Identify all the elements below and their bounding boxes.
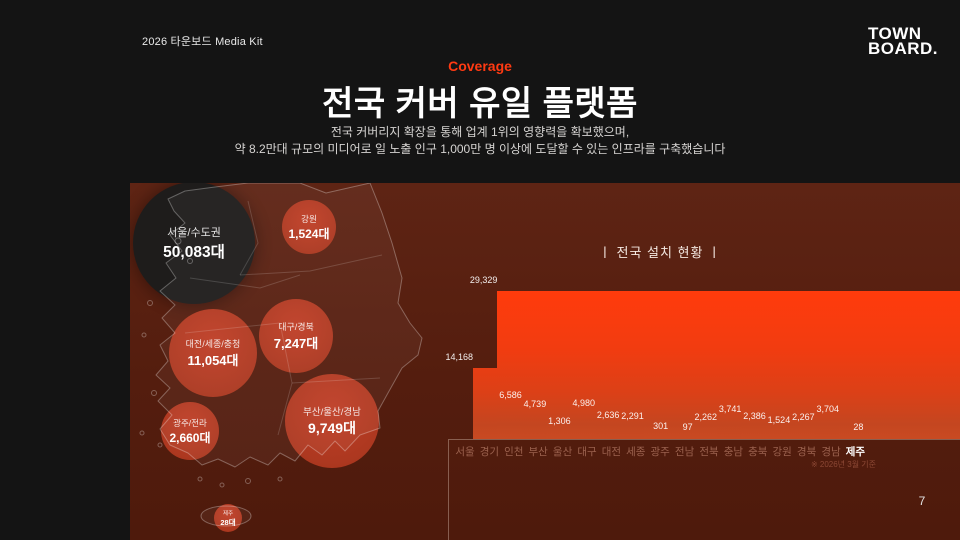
region-circle-3 xyxy=(169,309,257,397)
bar-value-대전: 2,636 xyxy=(596,409,620,420)
bar-value-전남: 97 xyxy=(682,421,693,432)
axis-label-부산: 부산 xyxy=(528,446,548,458)
region-label-5: 부산/울산/경남 9,749대 xyxy=(285,374,379,468)
region-device-count: 11,054대 xyxy=(187,353,239,368)
region-circle-4 xyxy=(259,299,333,373)
axis-label-전북: 전북 xyxy=(699,446,719,458)
bar-value-충북: 2,386 xyxy=(743,410,766,421)
bar-value-서울: 14,168 xyxy=(445,351,473,362)
subtitle-line-2: 약 8.2만대 규모의 미디어로 일 노출 인구 1,000만 명 이상에 도달… xyxy=(234,142,726,156)
region-circle-5 xyxy=(285,374,379,468)
region-name: 광주/전라 xyxy=(173,417,207,428)
axis-label-세종: 세종 xyxy=(626,446,646,458)
axis-label-서울: 서울 xyxy=(455,446,475,458)
region-device-count: 28대 xyxy=(220,517,236,527)
region-circle-6 xyxy=(161,402,219,460)
page-title: 전국 커버 유일 플랫폼 xyxy=(322,85,638,123)
region-circle-1 xyxy=(133,183,255,304)
bar-value-울산: 1,306 xyxy=(548,416,571,427)
bar-value-경남: 3,704 xyxy=(816,404,839,415)
bar-value-경기: 29,329 xyxy=(469,275,498,285)
axis-label-울산: 울산 xyxy=(552,446,573,458)
region-device-count: 7,247대 xyxy=(273,336,319,351)
bar-value-전북: 2,262 xyxy=(694,411,717,422)
deck-title: 2026 타운보드 Media Kit xyxy=(142,36,263,48)
axis-label-인천: 인천 xyxy=(504,446,524,458)
coverage-panel: 서울/수도권 50,083대 강원 1,524대 대전/세종/충청 11,054대 대구/경… xyxy=(130,183,960,540)
axis-label-전남: 전남 xyxy=(674,446,695,458)
page-number: 7 xyxy=(918,494,926,508)
logo-line-1: TOWN xyxy=(867,24,922,43)
axis-label-강원: 강원 xyxy=(772,446,792,458)
region-circle-2 xyxy=(282,200,336,254)
bar-value-강원: 1,524 xyxy=(767,415,791,426)
region-device-count: 1,524대 xyxy=(288,226,330,241)
bar-value-대구: 4,980 xyxy=(572,397,595,408)
region-name: 강원 xyxy=(301,213,317,224)
chart-note: ※ 2026년 3월 기준 xyxy=(810,460,876,469)
bar-value-충남: 3,741 xyxy=(718,404,742,415)
bar-제주 xyxy=(863,437,960,439)
region-name: 제주 xyxy=(222,510,234,517)
axis-label-제주: 제주 xyxy=(845,446,866,458)
region-label-6: 광주/전라 2,660대 xyxy=(161,402,219,460)
axis-box xyxy=(448,439,960,540)
region-label-3: 대전/세종/충청 11,054대 xyxy=(169,309,257,397)
axis-label-충남: 충남 xyxy=(723,446,744,458)
subtitle-line-1: 전국 커버리지 확장을 통해 업계 1위의 영향력을 확보했으며, xyxy=(330,125,630,139)
axis-label-충북: 충북 xyxy=(748,446,768,458)
axis-label-경기: 경기 xyxy=(479,446,500,458)
region-name: 부산/울산/경남 xyxy=(303,407,361,418)
chart-title: ㅣ 전국 설치 현황 ㅣ xyxy=(598,245,722,260)
region-label-4: 대구/경북 7,247대 xyxy=(259,299,333,373)
region-device-count: 50,083대 xyxy=(163,244,225,261)
bar-value-인천: 6,586 xyxy=(499,389,522,400)
townboard-logo: TOWN BOARD. xyxy=(867,24,938,58)
region-name: 대전/세종/충청 xyxy=(185,339,241,349)
region-device-count: 2,660대 xyxy=(169,430,211,445)
region-device-count: 9,749대 xyxy=(308,420,356,436)
axis-label-대전: 대전 xyxy=(601,446,622,458)
bar-value-광주: 301 xyxy=(653,421,669,432)
bar-value-세종: 2,291 xyxy=(621,411,644,422)
axis-label-경북: 경북 xyxy=(796,446,817,458)
axis-label-광주: 광주 xyxy=(650,446,670,458)
region-circle-7 xyxy=(214,504,242,532)
region-name: 대구/경북 xyxy=(278,322,314,332)
logo-line-2: BOARD. xyxy=(867,39,938,58)
axis-label-경남: 경남 xyxy=(821,446,841,458)
axis-label-대구: 대구 xyxy=(577,446,597,458)
bar-value-제주: 28 xyxy=(853,421,864,432)
bar-value-부산: 4,739 xyxy=(523,399,547,410)
region-label-7: 제주 28대 xyxy=(214,504,242,532)
bar-value-경북: 2,267 xyxy=(792,411,815,422)
region-name: 서울/수도권 xyxy=(167,227,221,239)
region-label-1: 서울/수도권 50,083대 xyxy=(133,183,255,304)
section-eyebrow: Coverage xyxy=(448,58,512,74)
bar-경남 xyxy=(839,420,960,439)
region-label-2: 강원 1,524대 xyxy=(282,200,336,254)
